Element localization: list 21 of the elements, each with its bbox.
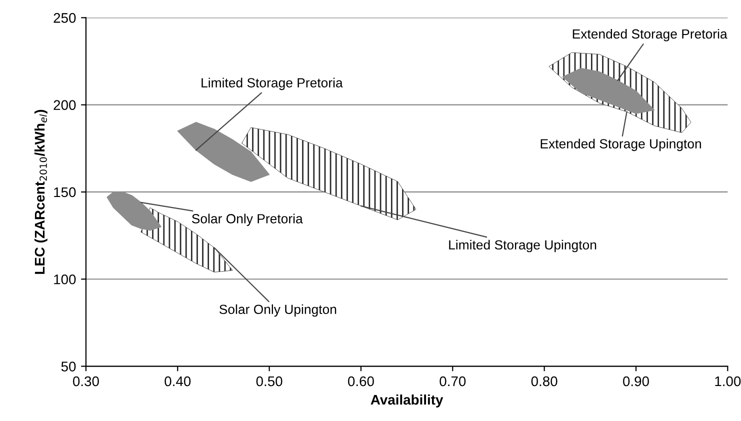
y-tick-label: 150 [54,187,76,198]
x-tick-label: 1.00 [715,376,741,386]
x-tick-label: 0.30 [72,376,99,386]
y-tick-label: 50 [61,362,76,372]
x-tick-label: 0.70 [440,376,466,386]
x-tick-label: 0.90 [623,376,649,386]
annotation: Extended Storage Upington [540,138,701,152]
y-tick-label: 100 [54,274,76,284]
x-tick-label: 0.50 [256,376,282,386]
x-tick-label: 0.80 [531,376,558,386]
y-axis-title: LEC (ZARcent$_{2010}$/kWh$_{el}$) [34,110,48,274]
annotation: Limited Storage Pretoria [202,78,343,90]
y-tick-label: 250 [54,13,76,23]
x-tick-label: 0.60 [348,376,374,386]
annotation: Extended Storage Pretoria [572,28,728,42]
x-tick-label: 0.40 [164,376,191,386]
annotation: Solar Only Pretoria [192,214,303,226]
annotation: Limited Storage Upington [449,240,596,252]
annotation: Solar Only Upington [219,304,336,317]
x-axis-title: Availability [370,394,444,408]
y-tick-label: 200 [54,100,76,110]
